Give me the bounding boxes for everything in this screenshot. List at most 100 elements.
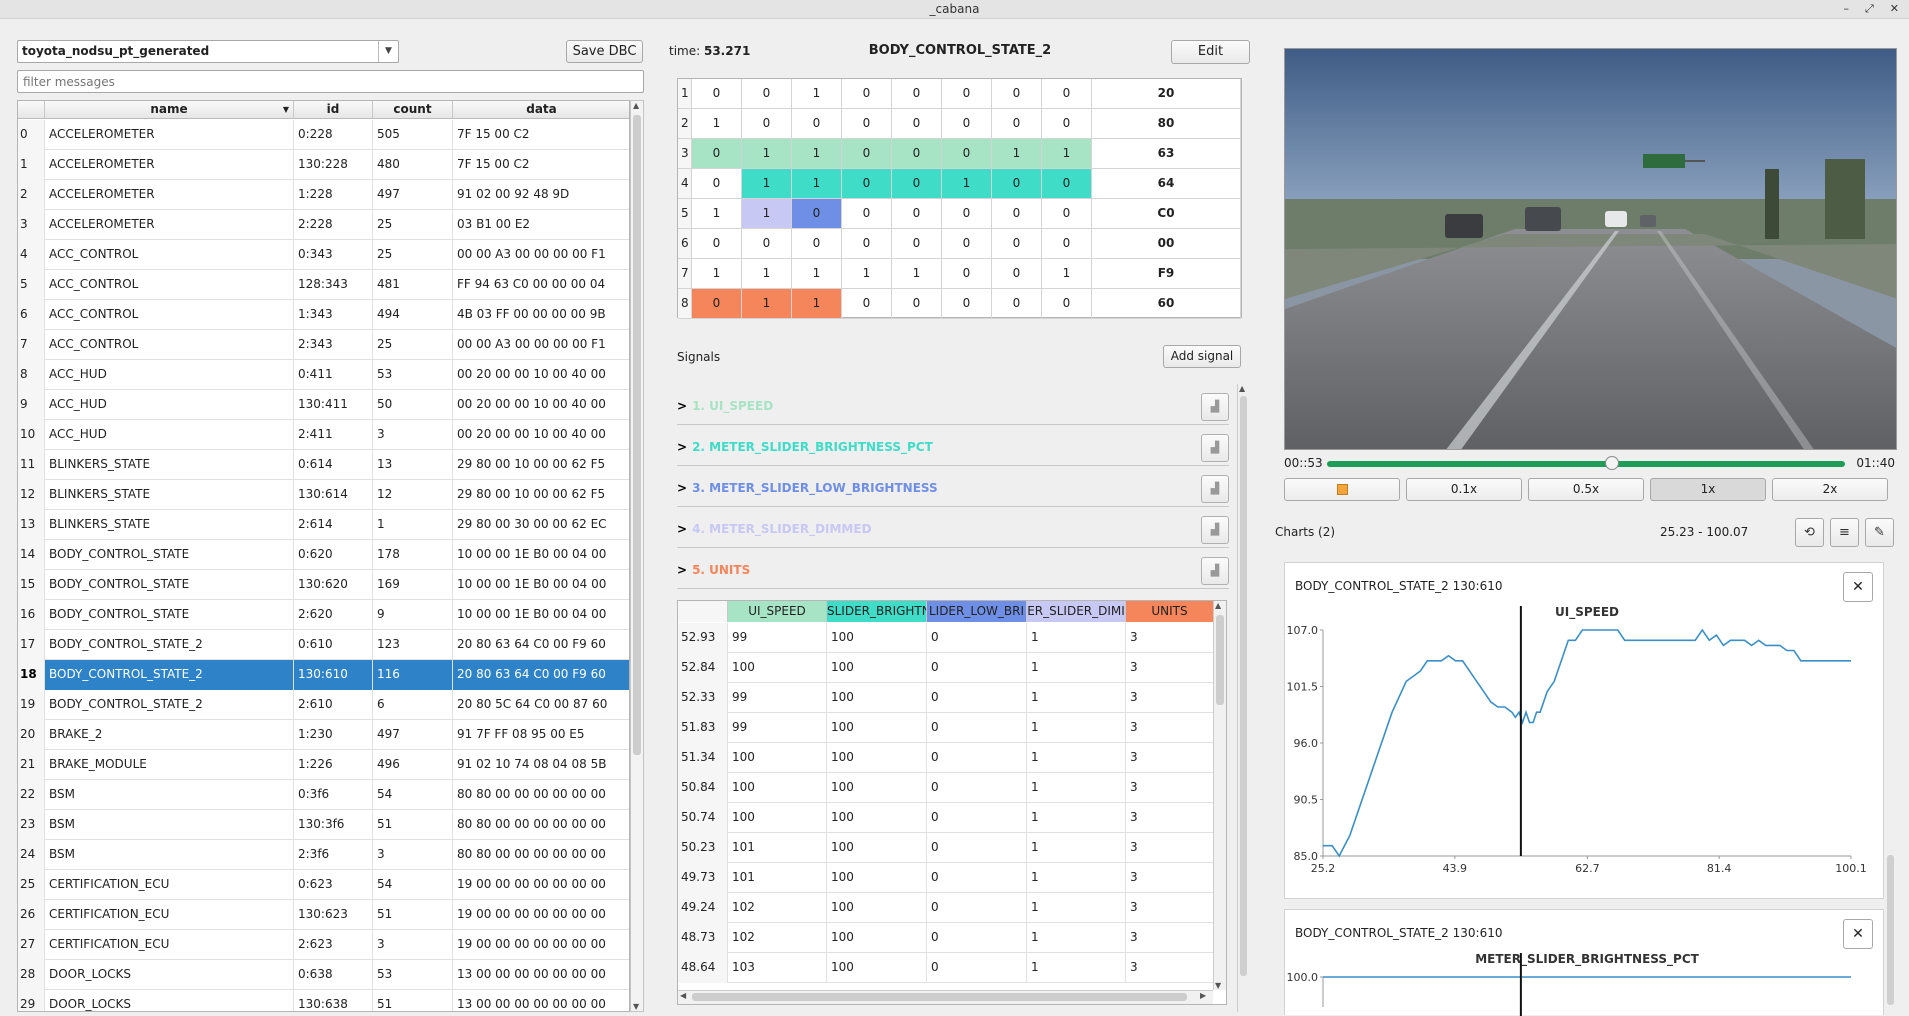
message-row[interactable]: 15 BODY_CONTROL_STATE 130:620 169 10 00 00 1… [18, 570, 629, 600]
bit-cell[interactable]: 1 [792, 139, 842, 169]
value-column-header[interactable]: UI_SPEED [728, 601, 827, 622]
bit-cell[interactable]: 0 [992, 259, 1042, 289]
bit-cell[interactable]: 0 [1042, 289, 1092, 319]
chart-icon[interactable]: ▟ [1201, 516, 1229, 544]
expand-chevron-icon[interactable]: > [677, 440, 688, 454]
expand-chevron-icon[interactable]: > [677, 399, 688, 413]
add-signal-button[interactable]: Add signal [1163, 345, 1241, 368]
chevron-down-icon[interactable]: ▼ [378, 41, 398, 62]
values-vertical-scrollbar[interactable]: ▲ ▼ [1213, 601, 1226, 990]
signals-scrollbar[interactable]: ▲ [1237, 384, 1249, 1012]
message-row[interactable]: 0 ACCELEROMETER 0:228 505 7F 15 00 C2 [18, 120, 629, 150]
value-row[interactable]: 49.73 101 100 0 1 3 [678, 863, 1216, 893]
bit-cell[interactable]: 1 [792, 289, 842, 319]
value-row[interactable]: 50.74 100 100 0 1 3 [678, 803, 1216, 833]
scrollbar-thumb[interactable] [1240, 396, 1247, 976]
message-row[interactable]: 2 ACCELEROMETER 1:228 497 91 02 00 92 48 9D [18, 180, 629, 210]
value-row[interactable]: 52.93 99 100 0 1 3 [678, 623, 1216, 653]
column-header-count[interactable]: count [373, 101, 453, 119]
bit-cell[interactable]: 0 [892, 139, 942, 169]
chart-icon[interactable]: ▟ [1201, 393, 1229, 421]
message-row[interactable]: 1 ACCELEROMETER 130:228 480 7F 15 00 C2 [18, 150, 629, 180]
message-row[interactable]: 28 DOOR_LOCKS 0:638 53 13 00 00 00 00 00 00 … [18, 960, 629, 990]
signal-label[interactable]: >5. UNITS [677, 563, 751, 577]
signal-label[interactable]: >1. UI_SPEED [677, 399, 774, 413]
signal-label[interactable]: >2. METER_SLIDER_BRIGHTNESS_PCT [677, 440, 933, 454]
bit-cell[interactable]: 0 [892, 109, 942, 139]
signal-item[interactable]: >3. METER_SLIDER_LOW_BRIGHTNESS ▟ [677, 471, 1229, 507]
message-row[interactable]: 4 ACC_CONTROL 0:343 25 00 00 A3 00 00 00 00 … [18, 240, 629, 270]
value-row[interactable]: 48.64 103 100 0 1 3 [678, 953, 1216, 983]
scrollbar-thumb[interactable] [633, 115, 641, 755]
bit-cell[interactable]: 0 [742, 109, 792, 139]
value-row[interactable]: 51.34 100 100 0 1 3 [678, 743, 1216, 773]
dbc-selector[interactable]: toyota_nodsu_pt_generated ▼ [17, 40, 399, 63]
message-row[interactable]: 8 ACC_HUD 0:411 53 00 20 00 00 10 00 40 00 [18, 360, 629, 390]
maximize-icon[interactable]: ⤢ [1864, 2, 1874, 15]
message-row[interactable]: 19 BODY_CONTROL_STATE_2 2:610 6 20 80 5C 64 … [18, 690, 629, 720]
message-row[interactable]: 20 BRAKE_2 1:230 497 91 7F FF 08 95 00 E5 [18, 720, 629, 750]
speed-0-1x-button[interactable]: 0.1x [1406, 478, 1522, 501]
message-row[interactable]: 24 BSM 2:3f6 3 80 80 00 00 00 00 00 00 [18, 840, 629, 870]
value-row[interactable]: 51.83 99 100 0 1 3 [678, 713, 1216, 743]
bit-cell[interactable]: 0 [692, 289, 742, 319]
scroll-down-icon[interactable]: ▼ [633, 1002, 640, 1011]
bit-cell[interactable]: 0 [942, 109, 992, 139]
charts-scrollbar[interactable] [1885, 555, 1897, 1015]
bit-cell[interactable]: 1 [692, 199, 742, 229]
bit-cell[interactable]: 1 [742, 259, 792, 289]
message-row[interactable]: 21 BRAKE_MODULE 1:226 496 91 02 10 74 08 04 … [18, 750, 629, 780]
bit-cell[interactable]: 0 [792, 229, 842, 259]
speed-1x-button[interactable]: 1x [1650, 478, 1766, 501]
bit-cell[interactable]: 0 [842, 79, 892, 109]
message-row[interactable]: 5 ACC_CONTROL 128:343 481 FF 94 63 C0 00 00 … [18, 270, 629, 300]
video-seek-handle[interactable] [1604, 456, 1619, 470]
bit-cell[interactable]: 0 [1042, 169, 1092, 199]
chart-icon[interactable]: ▟ [1201, 557, 1229, 585]
close-window-icon[interactable]: ✕ [1889, 2, 1899, 15]
message-row[interactable]: 26 CERTIFICATION_ECU 130:623 51 19 00 00 00 … [18, 900, 629, 930]
bit-cell[interactable]: 1 [842, 259, 892, 289]
value-row[interactable]: 50.84 100 100 0 1 3 [678, 773, 1216, 803]
bit-cell[interactable]: 1 [742, 169, 792, 199]
bit-cell[interactable]: 0 [842, 199, 892, 229]
message-row[interactable]: 9 ACC_HUD 130:411 50 00 20 00 00 10 00 40 00 [18, 390, 629, 420]
message-row[interactable]: 10 ACC_HUD 2:411 3 00 20 00 00 10 00 40 00 [18, 420, 629, 450]
value-column-header[interactable]: ER_SLIDER_DIMI [1027, 601, 1126, 622]
bit-cell[interactable]: 0 [842, 229, 892, 259]
bit-cell[interactable]: 0 [692, 79, 742, 109]
signal-item[interactable]: >5. UNITS ▟ [677, 553, 1229, 589]
signal-item[interactable]: >2. METER_SLIDER_BRIGHTNESS_PCT ▟ [677, 430, 1229, 466]
message-row[interactable]: 16 BODY_CONTROL_STATE 2:620 9 10 00 00 1E B0… [18, 600, 629, 630]
signal-item[interactable]: >4. METER_SLIDER_DIMMED ▟ [677, 512, 1229, 548]
bit-cell[interactable]: 1 [742, 199, 792, 229]
bit-cell[interactable]: 0 [992, 199, 1042, 229]
video-seek-bar[interactable] [1327, 461, 1845, 467]
bit-cell[interactable]: 0 [792, 199, 842, 229]
bit-cell[interactable]: 0 [892, 289, 942, 319]
bit-cell[interactable]: 0 [1042, 229, 1092, 259]
scroll-down-icon[interactable]: ▼ [1215, 981, 1222, 990]
bit-cell[interactable]: 0 [942, 259, 992, 289]
message-row[interactable]: 22 BSM 0:3f6 54 80 80 00 00 00 00 00 00 [18, 780, 629, 810]
close-icon[interactable]: ✕ [1843, 919, 1873, 949]
message-row[interactable]: 3 ACCELEROMETER 2:228 25 03 B1 00 E2 [18, 210, 629, 240]
bit-cell[interactable]: 1 [942, 169, 992, 199]
bit-cell[interactable]: 1 [1042, 259, 1092, 289]
clear-icon[interactable]: ≡ [1830, 518, 1859, 547]
minimize-icon[interactable]: – [1843, 2, 1849, 15]
video-player[interactable] [1284, 48, 1897, 450]
value-row[interactable]: 48.73 102 100 0 1 3 [678, 923, 1216, 953]
bit-cell[interactable]: 0 [1042, 199, 1092, 229]
expand-chevron-icon[interactable]: > [677, 522, 688, 536]
bit-cell[interactable]: 0 [892, 79, 942, 109]
bit-cell[interactable]: 1 [792, 79, 842, 109]
undo-icon[interactable]: ⟲ [1795, 518, 1824, 547]
scroll-up-icon[interactable]: ▲ [1215, 601, 1222, 610]
scrollbar-thumb[interactable] [692, 993, 1187, 1001]
bit-cell[interactable]: 0 [942, 79, 992, 109]
scroll-up-icon[interactable]: ▲ [633, 101, 640, 110]
message-row[interactable]: 12 BLINKERS_STATE 130:614 12 29 80 00 10 00 … [18, 480, 629, 510]
bit-cell[interactable]: 0 [692, 229, 742, 259]
bit-cell[interactable]: 0 [842, 169, 892, 199]
